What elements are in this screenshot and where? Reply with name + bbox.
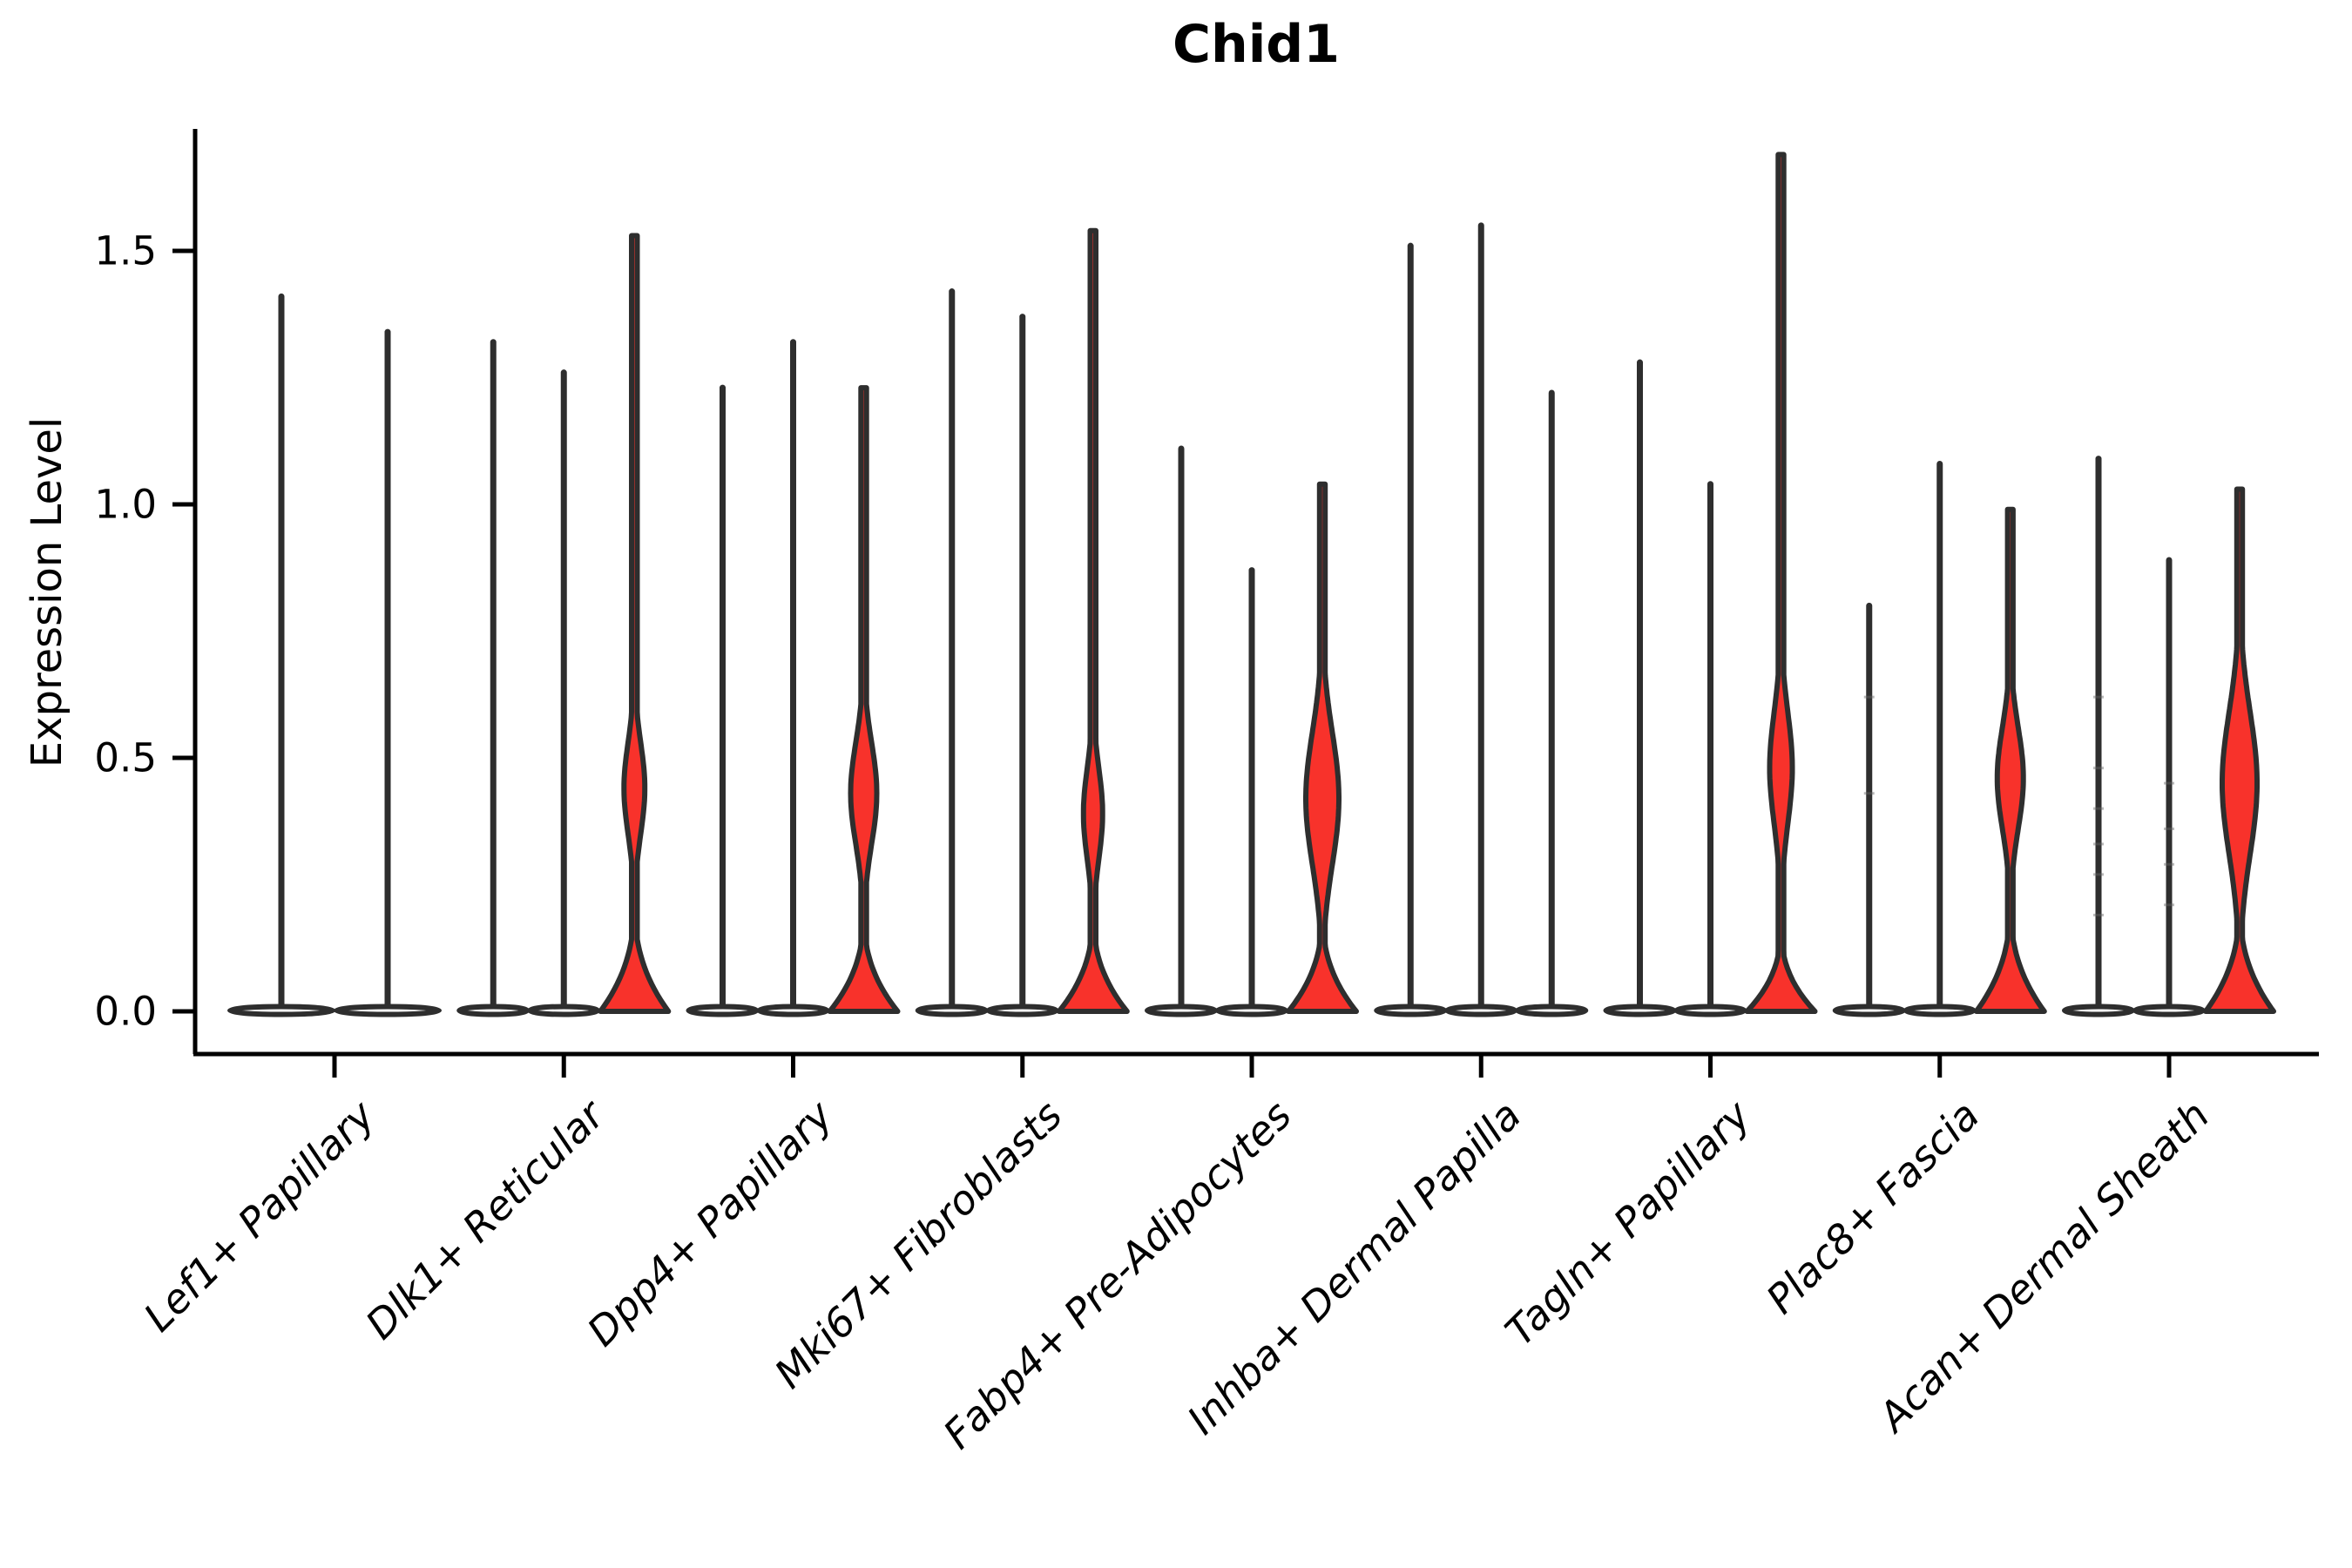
violin-body-red — [2203, 486, 2276, 1014]
expression-point — [2164, 862, 2174, 866]
expression-point — [1863, 695, 1875, 699]
violin-body-red — [1286, 481, 1359, 1014]
y-tick-label: 1.5 — [94, 227, 157, 274]
y-tick-label: 0.5 — [94, 734, 157, 781]
violin-body-red — [598, 233, 672, 1014]
expression-point — [2164, 827, 2174, 830]
expression-point — [2093, 695, 2104, 699]
y-axis-label: Expression Level — [23, 416, 71, 768]
expression-point — [2164, 781, 2174, 785]
expression-point — [2093, 873, 2104, 876]
expression-point — [2093, 913, 2104, 916]
expression-point — [2093, 842, 2104, 846]
violin-body-red — [1056, 227, 1130, 1014]
expression-point — [2093, 767, 2104, 770]
violin-body-red — [1744, 152, 1818, 1014]
expression-point — [2093, 807, 2104, 810]
violin-body-red — [1973, 506, 2047, 1014]
chart-title: Chid1 — [1172, 14, 1341, 75]
y-tick-label: 1.0 — [94, 481, 157, 528]
expression-point — [1863, 792, 1875, 795]
violin-body-red — [827, 385, 901, 1014]
expression-point — [2164, 903, 2174, 907]
y-tick-label: 0.0 — [94, 988, 157, 1035]
